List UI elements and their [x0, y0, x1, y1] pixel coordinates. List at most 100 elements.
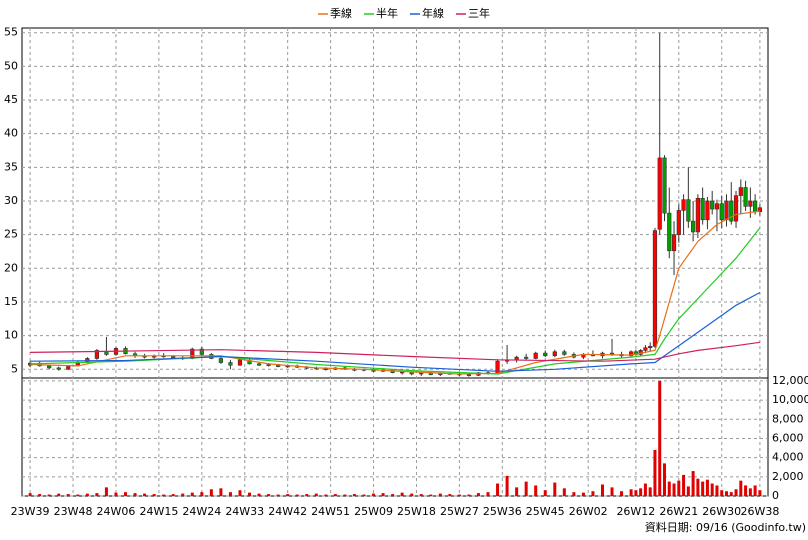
volume-bar: [104, 487, 108, 496]
volume-bar: [438, 493, 442, 496]
y-tick-label: 4,000: [772, 451, 804, 464]
candle-body: [514, 356, 519, 361]
volume-bar: [333, 494, 337, 496]
volume-bar: [677, 480, 681, 496]
volume-bar: [643, 483, 647, 496]
candle-body: [705, 200, 710, 221]
candle-body: [667, 212, 672, 252]
volume-bar: [658, 380, 662, 496]
volume-bar: [467, 494, 471, 496]
x-tick-label: 26W21: [659, 505, 698, 518]
volume-bar: [720, 490, 724, 496]
y-tick-label: 40: [4, 127, 18, 140]
x-tick-label: 26W30: [702, 505, 741, 518]
ma-line: [30, 341, 760, 362]
volume-bar: [725, 491, 729, 496]
candle-body: [104, 351, 109, 355]
x-tick-label: 26W38: [740, 505, 779, 518]
volume-bar: [152, 494, 156, 496]
candle-body: [171, 356, 176, 359]
y-tick-label: 12,000: [772, 374, 808, 387]
ma-line: [30, 227, 761, 375]
volume-bar: [391, 494, 395, 496]
candle-body: [562, 351, 567, 355]
volume-bar: [496, 483, 500, 496]
volume-bar: [181, 493, 185, 496]
volume-bar: [653, 449, 657, 496]
candle-body: [533, 352, 538, 359]
volume-bar: [610, 487, 614, 496]
x-tick-label: 23W48: [54, 505, 93, 518]
volume-bar: [534, 485, 538, 496]
y-tick-label: 20: [4, 261, 18, 274]
volume-bar: [691, 471, 695, 496]
volume-bar: [38, 494, 42, 496]
x-tick-label: 24W24: [182, 505, 221, 518]
volume-bar: [286, 494, 290, 496]
volume-bar: [600, 484, 604, 496]
volume-bar: [343, 494, 347, 496]
candle-body: [748, 200, 753, 207]
volume-bar: [696, 478, 700, 496]
x-tick-label: 25W18: [397, 505, 436, 518]
labels: 5 10 15 20 25 30 35 40 45 50 55 季線 半年 年線 三年 0 2,000 4,000…: [4, 6, 808, 518]
volume-bar: [739, 480, 743, 496]
volume-bar: [515, 487, 519, 496]
x-tick-label: 25W36: [483, 505, 522, 518]
volume-bar: [57, 493, 61, 496]
x-tick-label: 25W09: [354, 505, 393, 518]
volume-bar: [705, 479, 709, 496]
volume-bar: [324, 494, 328, 496]
volume-bar: [143, 493, 147, 496]
y-tick-label: 6,000: [772, 431, 804, 444]
candle-body: [266, 364, 271, 366]
y-tick-label: 5: [11, 362, 18, 375]
legend-label: 年線: [422, 6, 444, 20]
volume-bar: [400, 492, 404, 496]
volume-bar: [257, 493, 261, 496]
candle-body: [543, 352, 548, 357]
volume-bar: [209, 489, 213, 496]
volume-bar: [667, 481, 671, 496]
y-tick-label: 55: [4, 26, 18, 39]
x-tick-label: 26W12: [616, 505, 655, 518]
volume-bar: [734, 489, 738, 496]
candle-body: [676, 210, 681, 235]
y-tick-label: 30: [4, 194, 18, 207]
volume-bar: [114, 492, 118, 496]
volume-bar: [228, 492, 232, 496]
candle-body: [552, 351, 557, 357]
source-note: 資料日期: 09/16 (Goodinfo.tw): [645, 520, 806, 534]
candle-body: [724, 200, 729, 221]
candle-body: [671, 234, 677, 252]
y-tick-label: 10,000: [772, 393, 808, 406]
volume-bar: [672, 483, 676, 496]
candle-body: [652, 230, 658, 347]
y-tick-label: 45: [4, 93, 18, 106]
y-tick-label: 8,000: [772, 412, 804, 425]
volume-bar: [85, 493, 89, 496]
marks: [28, 32, 762, 496]
candle-body: [700, 197, 705, 221]
volume-bar: [629, 489, 633, 496]
x-tick-label: 25W27: [440, 505, 479, 518]
volume-bar: [372, 493, 376, 496]
volume-bar: [305, 494, 309, 496]
candle-body: [686, 199, 691, 222]
candle-body: [256, 363, 262, 366]
ma-line: [30, 210, 760, 375]
candle-body: [753, 200, 758, 213]
candle-body: [729, 200, 734, 222]
candle-body: [199, 348, 204, 355]
price-panel: [21, 27, 769, 379]
volume-bar: [543, 490, 547, 496]
volume-bar: [95, 493, 99, 496]
volume-bar: [66, 494, 70, 496]
volume-bar: [410, 493, 414, 496]
x-tick-label: 24W42: [268, 505, 307, 518]
x-tick-label: 24W33: [225, 505, 264, 518]
volume-bar: [620, 491, 624, 496]
volume-bar: [76, 494, 80, 496]
y-tick-label: 50: [4, 59, 18, 72]
